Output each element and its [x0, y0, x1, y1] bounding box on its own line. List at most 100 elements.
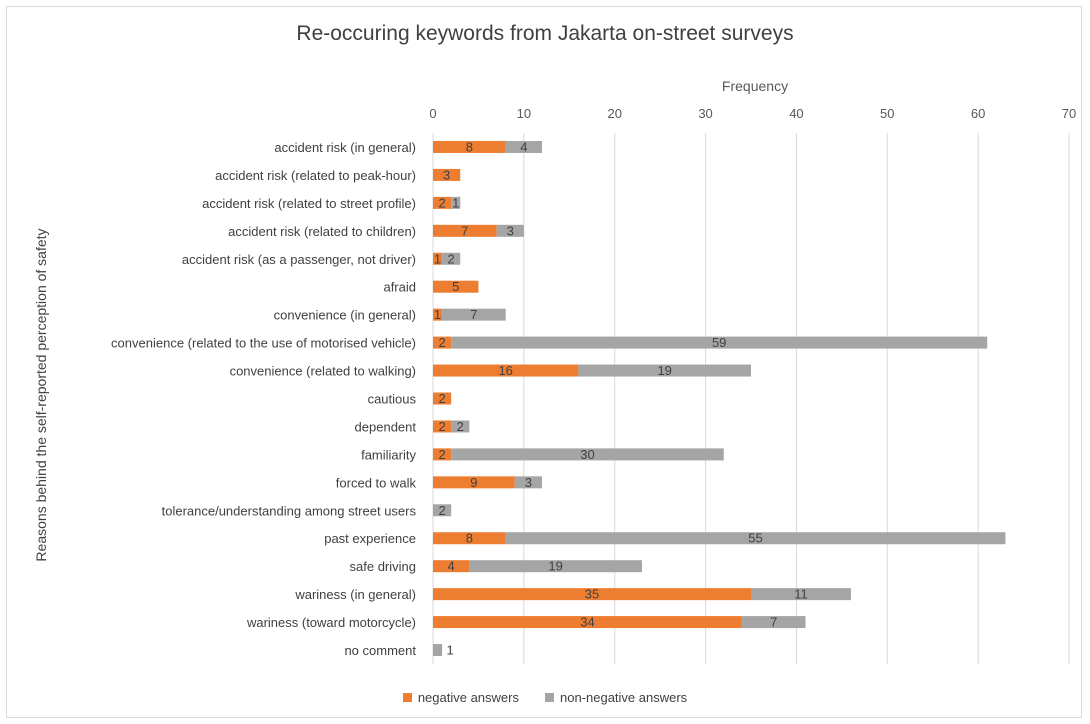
legend-item-negative: negative answers — [402, 690, 519, 705]
bar-negative — [433, 280, 479, 293]
data-label: 34 — [580, 615, 594, 630]
bar-negative — [433, 588, 751, 601]
data-label: 2 — [438, 195, 445, 210]
y-category-label: cautious — [368, 392, 417, 407]
bar-non-negative — [469, 560, 642, 573]
data-label: 3 — [507, 223, 514, 238]
legend-label-non-negative: non-negative answers — [559, 690, 688, 705]
bar-non-negative — [505, 140, 543, 153]
bar-negative — [433, 420, 452, 433]
y-category-label: safe driving — [350, 559, 416, 574]
x-axis-label: Frequency — [721, 78, 789, 94]
y-category-label: forced to walk — [336, 475, 417, 490]
bar-negative — [433, 140, 506, 153]
y-category-label: accident risk (in general) — [274, 140, 416, 155]
data-label: 8 — [466, 139, 473, 154]
data-label: 8 — [466, 531, 473, 546]
y-category-label: wariness (in general) — [294, 587, 416, 602]
bar-negative — [433, 224, 497, 237]
bar-negative — [433, 560, 470, 573]
y-category-label: convenience (related to walking) — [230, 364, 416, 379]
data-label: 1 — [446, 643, 453, 658]
data-label: 35 — [585, 587, 599, 602]
legend-swatch-non-negative — [544, 693, 554, 702]
legend-item-non-negative: non-negative answers — [544, 690, 688, 705]
data-label: 7 — [470, 307, 477, 322]
data-label: 3 — [525, 475, 532, 490]
data-label: 4 — [520, 139, 527, 154]
bar-negative — [433, 196, 452, 209]
data-label: 7 — [770, 615, 777, 630]
bar-negative — [433, 308, 443, 321]
legend: negative answers non-negative answers — [0, 690, 1090, 705]
bar-negative — [433, 448, 452, 461]
data-label: 30 — [580, 447, 594, 462]
y-category-label: no comment — [344, 643, 416, 658]
bar-non-negative — [578, 364, 751, 377]
y-category-label: accident risk (related to children) — [228, 224, 416, 239]
data-label: 2 — [438, 391, 445, 406]
data-label: 1 — [434, 251, 441, 266]
y-category-label: tolerance/understanding among street use… — [162, 503, 417, 518]
y-category-label: afraid — [383, 280, 416, 295]
y-category-label: accident risk (related to peak-hour) — [215, 168, 416, 183]
y-category-label: familiarity — [361, 447, 416, 462]
bar-negative — [433, 364, 579, 377]
data-label: 4 — [448, 559, 455, 574]
bar-negative — [433, 392, 452, 405]
x-tick-label: 70 — [1062, 106, 1076, 121]
y-category-label: dependent — [355, 419, 417, 434]
data-label: 59 — [712, 335, 726, 350]
legend-swatch-negative — [402, 693, 412, 702]
y-category-label: accident risk (related to street profile… — [202, 196, 416, 211]
bar-non-negative — [451, 196, 461, 209]
bar-non-negative — [751, 588, 851, 601]
data-label: 11 — [794, 587, 808, 602]
bar-negative — [433, 336, 452, 349]
x-tick-label: 20 — [607, 106, 621, 121]
bar-non-negative — [442, 252, 461, 265]
bar-negative — [433, 616, 742, 629]
data-label: 55 — [748, 531, 762, 546]
x-tick-label: 30 — [698, 106, 712, 121]
data-label: 19 — [548, 559, 562, 574]
bar-negative — [433, 476, 515, 489]
y-category-label: convenience (in general) — [274, 308, 416, 323]
bar-non-negative — [451, 448, 724, 461]
legend-label-negative: negative answers — [417, 690, 519, 705]
bar-non-negative — [433, 504, 452, 517]
x-tick-label: 0 — [429, 106, 436, 121]
bar-non-negative — [505, 532, 1006, 545]
data-label: 1 — [434, 307, 441, 322]
chart-title: Re-occuring keywords from Jakarta on-str… — [296, 22, 794, 45]
x-tick-label: 50 — [880, 106, 894, 121]
data-label: 5 — [452, 279, 459, 294]
x-tick-label: 10 — [517, 106, 531, 121]
data-label: 2 — [438, 447, 445, 462]
bar-negative — [433, 168, 461, 181]
y-category-label: wariness (toward motorcycle) — [246, 615, 416, 630]
bar-negative — [433, 532, 506, 545]
y-category-label: past experience — [324, 531, 416, 546]
x-tick-label: 60 — [971, 106, 985, 121]
data-label: 3 — [443, 167, 450, 182]
bar-non-negative — [451, 336, 988, 349]
data-label: 16 — [498, 363, 512, 378]
bar-non-negative — [741, 616, 806, 629]
bar-non-negative — [451, 420, 470, 433]
data-label: 2 — [438, 419, 445, 434]
data-label: 1 — [452, 195, 459, 210]
data-label: 2 — [457, 419, 464, 434]
data-label: 7 — [461, 223, 468, 238]
bar-non-negative — [433, 644, 443, 657]
data-label: 9 — [470, 475, 477, 490]
bar-non-negative — [442, 308, 506, 321]
data-label: 2 — [438, 335, 445, 350]
y-category-label: accident risk (as a passenger, not drive… — [182, 252, 416, 267]
bar-non-negative — [496, 224, 524, 237]
y-category-label: convenience (related to the use of motor… — [111, 336, 416, 351]
data-label: 2 — [448, 251, 455, 266]
x-tick-label: 40 — [789, 106, 803, 121]
bar-non-negative — [514, 476, 543, 489]
data-label: 19 — [657, 363, 671, 378]
